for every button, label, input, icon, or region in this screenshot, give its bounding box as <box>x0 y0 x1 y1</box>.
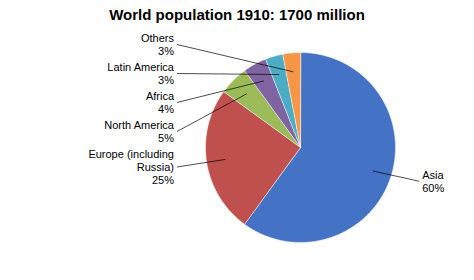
svg-text:North America5%: North America5% <box>104 119 175 144</box>
html-text:World population 1910: 1700 mi: World population 1910: 1700 million <box>109 6 365 23</box>
svg-text:Africa4%: Africa4% <box>146 90 175 115</box>
svg-text:Europe (includingRussia)25%: Europe (includingRussia)25% <box>88 148 174 186</box>
svg-text:Asia60%: Asia60% <box>422 169 444 194</box>
svg-text:Others3%: Others3% <box>141 32 175 57</box>
svg-text:Latin America3%: Latin America3% <box>107 61 175 86</box>
